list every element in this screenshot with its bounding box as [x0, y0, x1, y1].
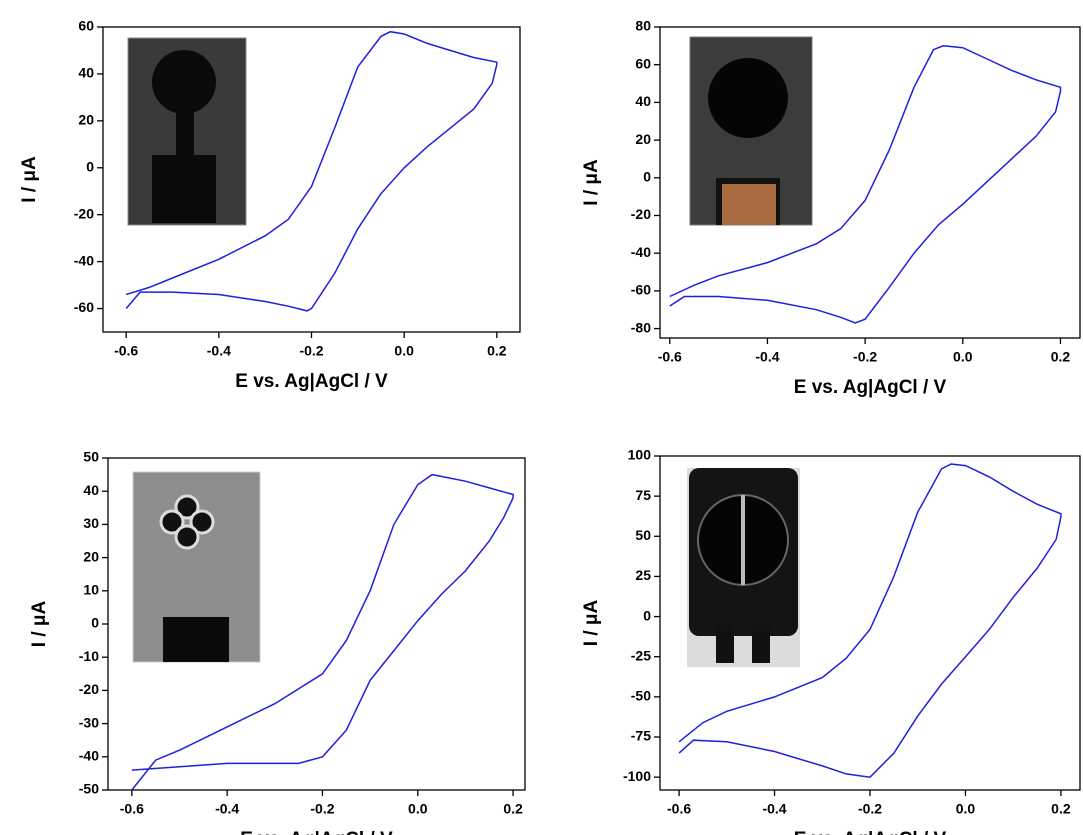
- cv-curve: [125, 30, 498, 312]
- y-tick-label: -20: [631, 206, 651, 222]
- y-tick-label: -20: [74, 205, 94, 221]
- y-tick-label: 100: [628, 447, 652, 463]
- y-tick-label: -60: [631, 282, 651, 298]
- y-tick-label: 40: [83, 482, 99, 498]
- y-tick-label: 10: [83, 582, 99, 598]
- y-tick-label: 20: [78, 112, 94, 128]
- y-tick-label: -80: [631, 319, 651, 335]
- x-tick-label: -0.4: [207, 343, 231, 359]
- x-tick-label: -0.6: [658, 349, 682, 365]
- inset-photo-3: [132, 471, 261, 663]
- x-tick-label: 0.2: [1051, 801, 1071, 817]
- x-tick-label: -0.4: [215, 801, 239, 817]
- y-tick-label: -10: [79, 648, 99, 664]
- y-tick-label: -50: [79, 781, 99, 797]
- y-axis-label: I / μA: [29, 600, 50, 647]
- inset-photo-1: [127, 37, 247, 226]
- y-tick-label: -40: [631, 244, 651, 260]
- inset-photo-2: [689, 36, 813, 226]
- y-axis-label: I / μA: [19, 156, 40, 203]
- y-tick-label: 0: [643, 168, 651, 184]
- y-axis-label: I / μA: [581, 599, 602, 646]
- plot-frame: [659, 26, 1081, 339]
- y-tick-label: 0: [86, 158, 94, 174]
- x-tick-label: -0.2: [858, 801, 882, 817]
- x-tick-label: -0.2: [299, 343, 323, 359]
- y-tick-label: 0: [643, 607, 651, 623]
- panel: -80 -60 -40 -20 0 20 40 60 80 -0.6 -0.4 -0.2 0.0 0.2 E…: [581, 18, 1081, 398]
- y-tick-label: 30: [83, 515, 99, 531]
- y-tick-label: -20: [79, 681, 99, 697]
- y-tick-label: 25: [635, 567, 651, 583]
- cv-curve: [669, 45, 1062, 324]
- y-tick-label: 60: [635, 55, 651, 71]
- y-tick-label: -50: [631, 688, 651, 704]
- x-tick-label: 0.0: [394, 343, 414, 359]
- x-tick-label: -0.4: [762, 801, 786, 817]
- y-tick-label: -100: [623, 768, 651, 784]
- x-tick-label: 0.0: [956, 801, 976, 817]
- x-axis-label: E vs. Ag|AgCl / V: [794, 377, 947, 398]
- x-tick-label: 0.0: [408, 801, 428, 817]
- x-axis-label: E vs. Ag|AgCl / V: [240, 829, 393, 835]
- y-tick-label: 40: [635, 93, 651, 109]
- cv-curve: [678, 463, 1062, 778]
- x-axis-label: E vs. Ag|AgCl / V: [794, 829, 947, 835]
- panel: -50 -40 -30 -20 -10 0 10 20 30 40 50 -0.6 -0.4 -0.2 0.…: [29, 449, 526, 835]
- y-tick-label: -75: [631, 728, 651, 744]
- y-tick-label: -30: [79, 714, 99, 730]
- y-tick-label: 20: [83, 548, 99, 564]
- y-tick-label: 40: [78, 65, 94, 81]
- x-tick-label: 0.2: [487, 343, 507, 359]
- y-tick-label: 50: [83, 449, 99, 465]
- x-tick-label: -0.6: [667, 801, 691, 817]
- panel: -100 -75 -50 -25 0 25 50 75 100 -0.6 -0.4 -0.2 0.0 0.…: [581, 447, 1081, 835]
- y-tick-label: -25: [631, 647, 651, 663]
- x-axis-label: E vs. Ag|AgCl / V: [235, 371, 388, 392]
- x-tick-label: -0.2: [853, 349, 877, 365]
- x-tick-label: -0.2: [310, 801, 334, 817]
- y-tick-label: 20: [635, 131, 651, 147]
- x-tick-label: -0.4: [755, 349, 779, 365]
- y-tick-label: 50: [635, 527, 651, 543]
- x-tick-label: -0.6: [120, 801, 144, 817]
- x-tick-label: 0.0: [953, 349, 973, 365]
- y-tick-label: -60: [74, 299, 94, 315]
- y-tick-label: 80: [635, 18, 651, 34]
- x-tick-label: 0.2: [1051, 349, 1071, 365]
- y-tick-label: 75: [635, 487, 651, 503]
- y-tick-label: 60: [78, 18, 94, 34]
- y-tick-label: -40: [74, 252, 94, 268]
- inset-photo-4: [687, 468, 800, 667]
- y-axis-label: I / μA: [581, 159, 602, 206]
- x-tick-label: -0.6: [114, 343, 138, 359]
- y-tick-label: 0: [91, 615, 99, 631]
- panel: -60 -40 -20 0 20 40 60 -0.6 -0.4 -0.2 0.0 0.2 E vs. …: [19, 18, 521, 392]
- y-tick-label: -40: [79, 748, 99, 764]
- cv-curve: [131, 473, 514, 791]
- x-tick-label: 0.2: [503, 801, 523, 817]
